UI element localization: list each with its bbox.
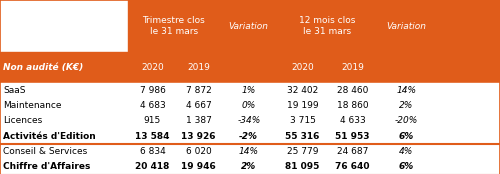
Bar (0, 159, 500, 174)
Text: 4 667: 4 667 (186, 101, 212, 110)
Bar (0, 52, 500, 83)
Text: 14%: 14% (396, 86, 416, 95)
Text: 2%: 2% (241, 162, 256, 171)
Bar (0, 129, 500, 144)
Text: 81 095: 81 095 (286, 162, 320, 171)
Text: Variation: Variation (386, 22, 426, 31)
Text: 2%: 2% (399, 101, 413, 110)
Text: 3 715: 3 715 (290, 116, 316, 125)
Text: 2020: 2020 (141, 63, 164, 72)
Text: 19 199: 19 199 (286, 101, 318, 110)
Text: 19 946: 19 946 (182, 162, 216, 171)
Text: 7 872: 7 872 (186, 86, 212, 95)
Text: Chiffre d'Affaires: Chiffre d'Affaires (3, 162, 90, 171)
Text: Variation: Variation (229, 22, 269, 31)
Bar (0, 83, 500, 98)
Text: 28 460: 28 460 (337, 86, 368, 95)
Text: 24 687: 24 687 (337, 147, 368, 156)
Text: 12 mois clos
le 31 mars: 12 mois clos le 31 mars (300, 16, 356, 36)
Text: 915: 915 (144, 116, 161, 125)
Bar (0, 113, 500, 129)
Text: 4%: 4% (399, 147, 413, 156)
Text: 13 926: 13 926 (182, 132, 216, 141)
Text: 14%: 14% (239, 147, 259, 156)
Text: 6%: 6% (398, 132, 414, 141)
Text: Licences: Licences (3, 116, 42, 125)
Text: 4 633: 4 633 (340, 116, 365, 125)
Text: 2019: 2019 (341, 63, 364, 72)
Text: -2%: -2% (240, 132, 258, 141)
Text: 1 387: 1 387 (186, 116, 212, 125)
Text: Trimestre clos
le 31 mars: Trimestre clos le 31 mars (142, 16, 205, 36)
Text: 32 402: 32 402 (287, 86, 318, 95)
Text: SaaS: SaaS (3, 86, 26, 95)
Bar (0, 98, 500, 113)
Text: 7 986: 7 986 (140, 86, 166, 95)
Text: 51 953: 51 953 (336, 132, 370, 141)
Text: 6 834: 6 834 (140, 147, 166, 156)
Text: -20%: -20% (394, 116, 418, 125)
Text: 2019: 2019 (188, 63, 210, 72)
Bar (0, 144, 500, 159)
Text: 76 640: 76 640 (336, 162, 370, 171)
Text: Conseil & Services: Conseil & Services (3, 147, 87, 156)
Text: 4 683: 4 683 (140, 101, 166, 110)
Text: 25 779: 25 779 (287, 147, 318, 156)
Text: 18 860: 18 860 (336, 101, 368, 110)
Text: Activités d'Edition: Activités d'Edition (3, 132, 96, 141)
Text: 55 316: 55 316 (286, 132, 320, 141)
Text: 1%: 1% (242, 86, 256, 95)
Text: 13 584: 13 584 (135, 132, 170, 141)
Text: -34%: -34% (237, 116, 260, 125)
Text: 0%: 0% (242, 101, 256, 110)
Text: Non audité (K€): Non audité (K€) (3, 63, 83, 72)
Text: 2020: 2020 (291, 63, 314, 72)
Bar (128, 0, 500, 52)
Text: Maintenance: Maintenance (3, 101, 62, 110)
Text: 20 418: 20 418 (136, 162, 170, 171)
Text: 6 020: 6 020 (186, 147, 212, 156)
Text: 6%: 6% (398, 162, 414, 171)
